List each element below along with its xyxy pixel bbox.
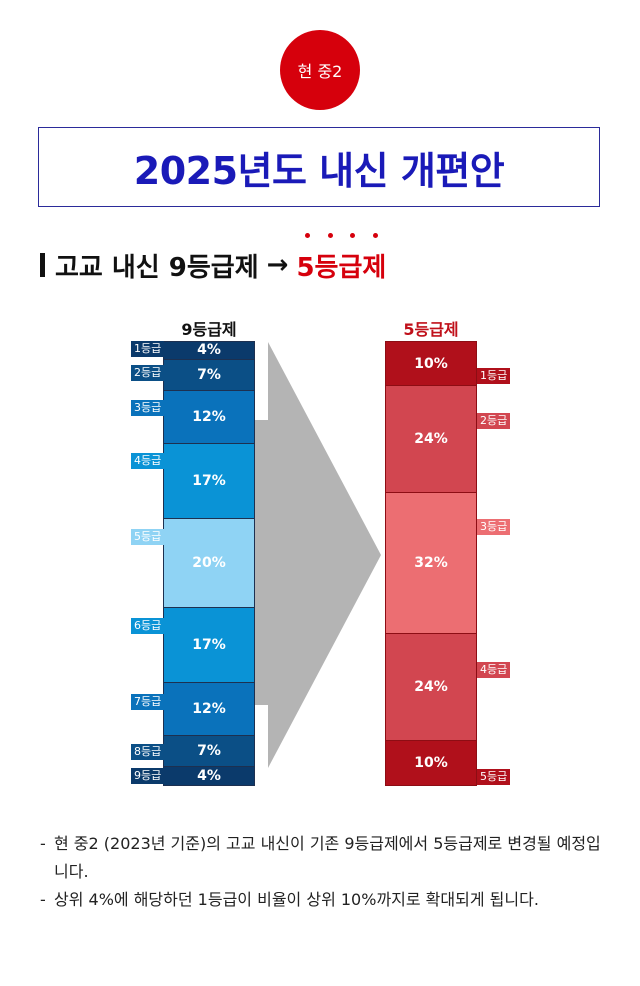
five-grade-percent-label: 24% <box>414 430 448 447</box>
subtitle-highlight: 5등급제 <box>296 232 387 284</box>
five-grade-heading: 5등급제 <box>403 320 459 339</box>
right-arrow-icon: → <box>266 250 289 280</box>
nine-grade-segment-5: 20% <box>164 519 254 608</box>
five-grade-grade-tag: 5등급 <box>477 768 511 785</box>
nine-grade-percent-label: 7% <box>197 743 221 760</box>
five-grade-grade-tag: 3등급 <box>477 519 511 536</box>
five-grade-segment-2: 24% <box>386 386 476 493</box>
five-grade-segment-4: 24% <box>386 634 476 741</box>
nine-grade-segment-9: 4% <box>164 767 254 785</box>
nine-grade-grade-tag: 9등급 <box>131 768 165 785</box>
five-grade-percent-label: 24% <box>414 679 448 696</box>
note-dash: - <box>40 890 46 909</box>
nine-grade-grade-tag: 8등급 <box>131 743 165 760</box>
nine-grade-grade-tag: 6등급 <box>131 618 165 634</box>
nine-grade-percent-label: 7% <box>197 366 221 383</box>
subtitle-highlight-text: 5등급제 <box>296 252 387 283</box>
nine-grade-grade-tag: 7등급 <box>131 693 165 710</box>
nine-grade-segment-3: 12% <box>164 390 254 444</box>
five-grade-segment-5: 10% <box>386 740 476 785</box>
nine-grade-segment-2: 7% <box>164 359 254 391</box>
five-grade-stack: 10% 24% 32% 24% 10% <box>385 341 477 786</box>
nine-grade-segment-8: 7% <box>164 736 254 768</box>
five-grade-grade-tag: 2등급 <box>477 412 511 429</box>
five-grade-percent-label: 32% <box>414 555 448 571</box>
nine-grade-segment-4: 17% <box>164 443 254 520</box>
five-grade-grade-tag: 4등급 <box>477 661 511 678</box>
nine-grade-percent-label: 20% <box>192 554 226 571</box>
note-text: 상위 4%에 해당하던 1등급이 비율이 상위 10%까지로 확대되게 됩니다. <box>54 890 539 909</box>
note-dash: - <box>40 834 46 853</box>
note-text: 현 중2 (2023년 기준)의 고교 내신이 기존 9등급제에서 5등급제로 … <box>54 834 601 881</box>
note-item: - 현 중2 (2023년 기준)의 고교 내신이 기존 9등급제에서 5등급제… <box>40 830 610 886</box>
five-grade-percent-label: 10% <box>414 355 448 372</box>
nine-grade-grade-tag: 5등급 <box>131 529 165 545</box>
nine-grade-grade-tag: 4등급 <box>131 453 165 470</box>
subtitle-prefix: 고교 내신 9등급제 <box>55 252 259 283</box>
nine-grade-percent-label: 12% <box>192 408 226 425</box>
nine-grade-percent-label: 12% <box>192 701 226 718</box>
emphasis-dots <box>296 232 386 238</box>
nine-grade-percent-label: 4% <box>197 342 221 359</box>
subtitle-bar <box>40 253 45 277</box>
nine-grade-stack: 4% 7% 12% 17% 20% 17% 12% 7% 4% <box>163 341 255 786</box>
subtitle: 고교 내신 9등급제 → 5등급제 <box>40 232 387 290</box>
nine-grade-segment-1: 4% <box>164 342 254 360</box>
title-box: 2025년도 내신 개편안 <box>38 127 600 207</box>
nine-grade-percent-label: 17% <box>192 636 226 653</box>
notes: - 현 중2 (2023년 기준)의 고교 내신이 기존 9등급제에서 5등급제… <box>40 830 610 914</box>
nine-grade-percent-label: 4% <box>197 768 221 785</box>
grade-badge: 현 중2 <box>280 30 360 110</box>
nine-grade-grade-tag: 1등급 <box>131 340 165 357</box>
nine-grade-heading: 9등급제 <box>181 320 237 339</box>
nine-grade-segment-7: 12% <box>164 683 254 737</box>
five-grade-percent-label: 10% <box>414 754 448 771</box>
nine-grade-segment-6: 17% <box>164 607 254 684</box>
note-item: - 상위 4%에 해당하던 1등급이 비율이 상위 10%까지로 확대되게 됩니… <box>40 886 610 914</box>
five-grade-grade-tag: 1등급 <box>477 368 511 384</box>
five-grade-segment-1: 10% <box>386 342 476 387</box>
nine-grade-grade-tag: 2등급 <box>131 365 165 382</box>
nine-grade-grade-tag: 3등급 <box>131 399 165 416</box>
page-title: 2025년도 내신 개편안 <box>133 148 505 193</box>
nine-grade-percent-label: 17% <box>192 473 226 490</box>
five-grade-segment-3: 32% <box>386 492 476 635</box>
